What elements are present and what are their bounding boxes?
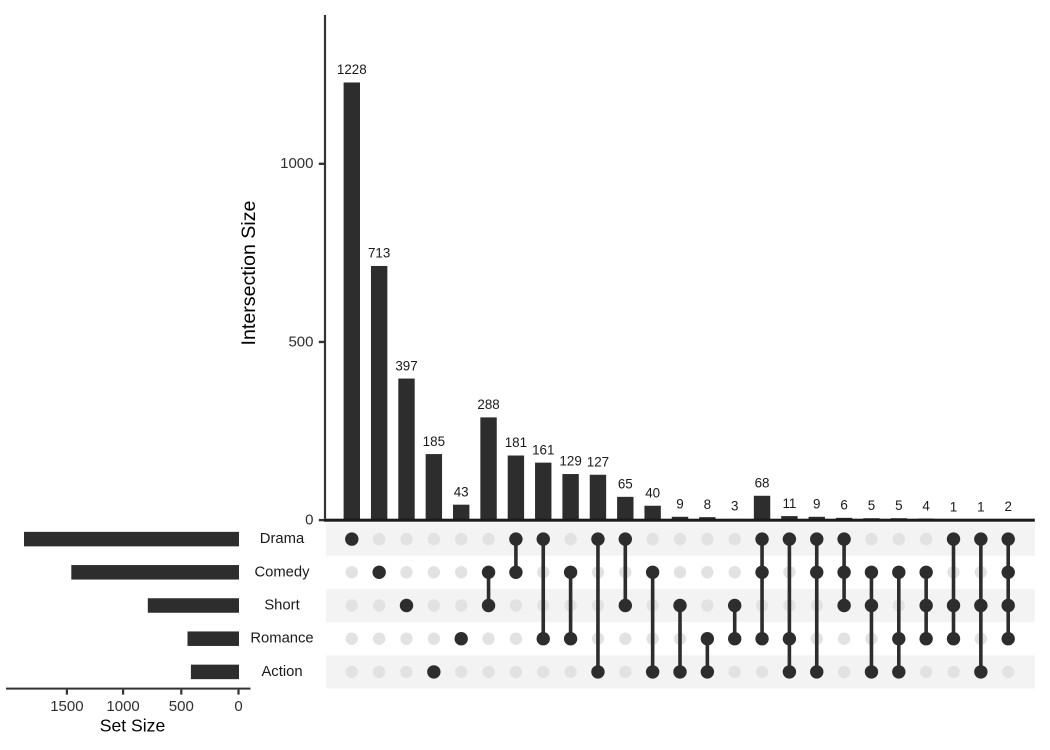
svg-text:1228: 1228 xyxy=(337,62,367,77)
svg-text:40: 40 xyxy=(645,485,660,500)
svg-text:9: 9 xyxy=(676,496,683,511)
svg-text:5: 5 xyxy=(868,498,875,513)
svg-text:0: 0 xyxy=(305,512,313,529)
svg-text:1000: 1000 xyxy=(280,155,313,172)
svg-text:161: 161 xyxy=(532,442,554,457)
svg-text:Set Size: Set Size xyxy=(100,716,166,736)
svg-text:Drama: Drama xyxy=(260,531,305,547)
svg-text:127: 127 xyxy=(587,454,609,469)
svg-text:8: 8 xyxy=(704,497,711,512)
svg-text:1000: 1000 xyxy=(106,698,139,715)
svg-text:3: 3 xyxy=(731,499,738,514)
svg-text:185: 185 xyxy=(423,434,445,449)
svg-text:1: 1 xyxy=(977,499,984,514)
svg-text:43: 43 xyxy=(454,484,469,499)
svg-text:5: 5 xyxy=(895,498,902,513)
svg-text:1500: 1500 xyxy=(50,698,83,715)
svg-text:288: 288 xyxy=(477,397,499,412)
svg-text:Action: Action xyxy=(261,664,302,680)
svg-text:500: 500 xyxy=(169,698,194,715)
svg-text:713: 713 xyxy=(368,246,390,261)
svg-text:129: 129 xyxy=(559,454,581,469)
svg-text:Short: Short xyxy=(264,598,299,614)
svg-text:181: 181 xyxy=(505,435,527,450)
svg-text:0: 0 xyxy=(234,698,242,715)
svg-text:9: 9 xyxy=(813,496,820,511)
svg-text:2: 2 xyxy=(1004,499,1011,514)
svg-text:4: 4 xyxy=(922,498,930,513)
svg-text:11: 11 xyxy=(782,496,796,511)
svg-text:Comedy: Comedy xyxy=(254,564,310,580)
svg-text:1: 1 xyxy=(950,499,957,514)
svg-text:Romance: Romance xyxy=(250,631,313,647)
svg-text:397: 397 xyxy=(395,358,417,373)
svg-text:6: 6 xyxy=(840,498,847,513)
svg-text:500: 500 xyxy=(288,333,313,350)
svg-text:Intersection Size: Intersection Size xyxy=(238,200,260,345)
svg-text:68: 68 xyxy=(755,475,770,490)
svg-text:65: 65 xyxy=(618,477,633,492)
